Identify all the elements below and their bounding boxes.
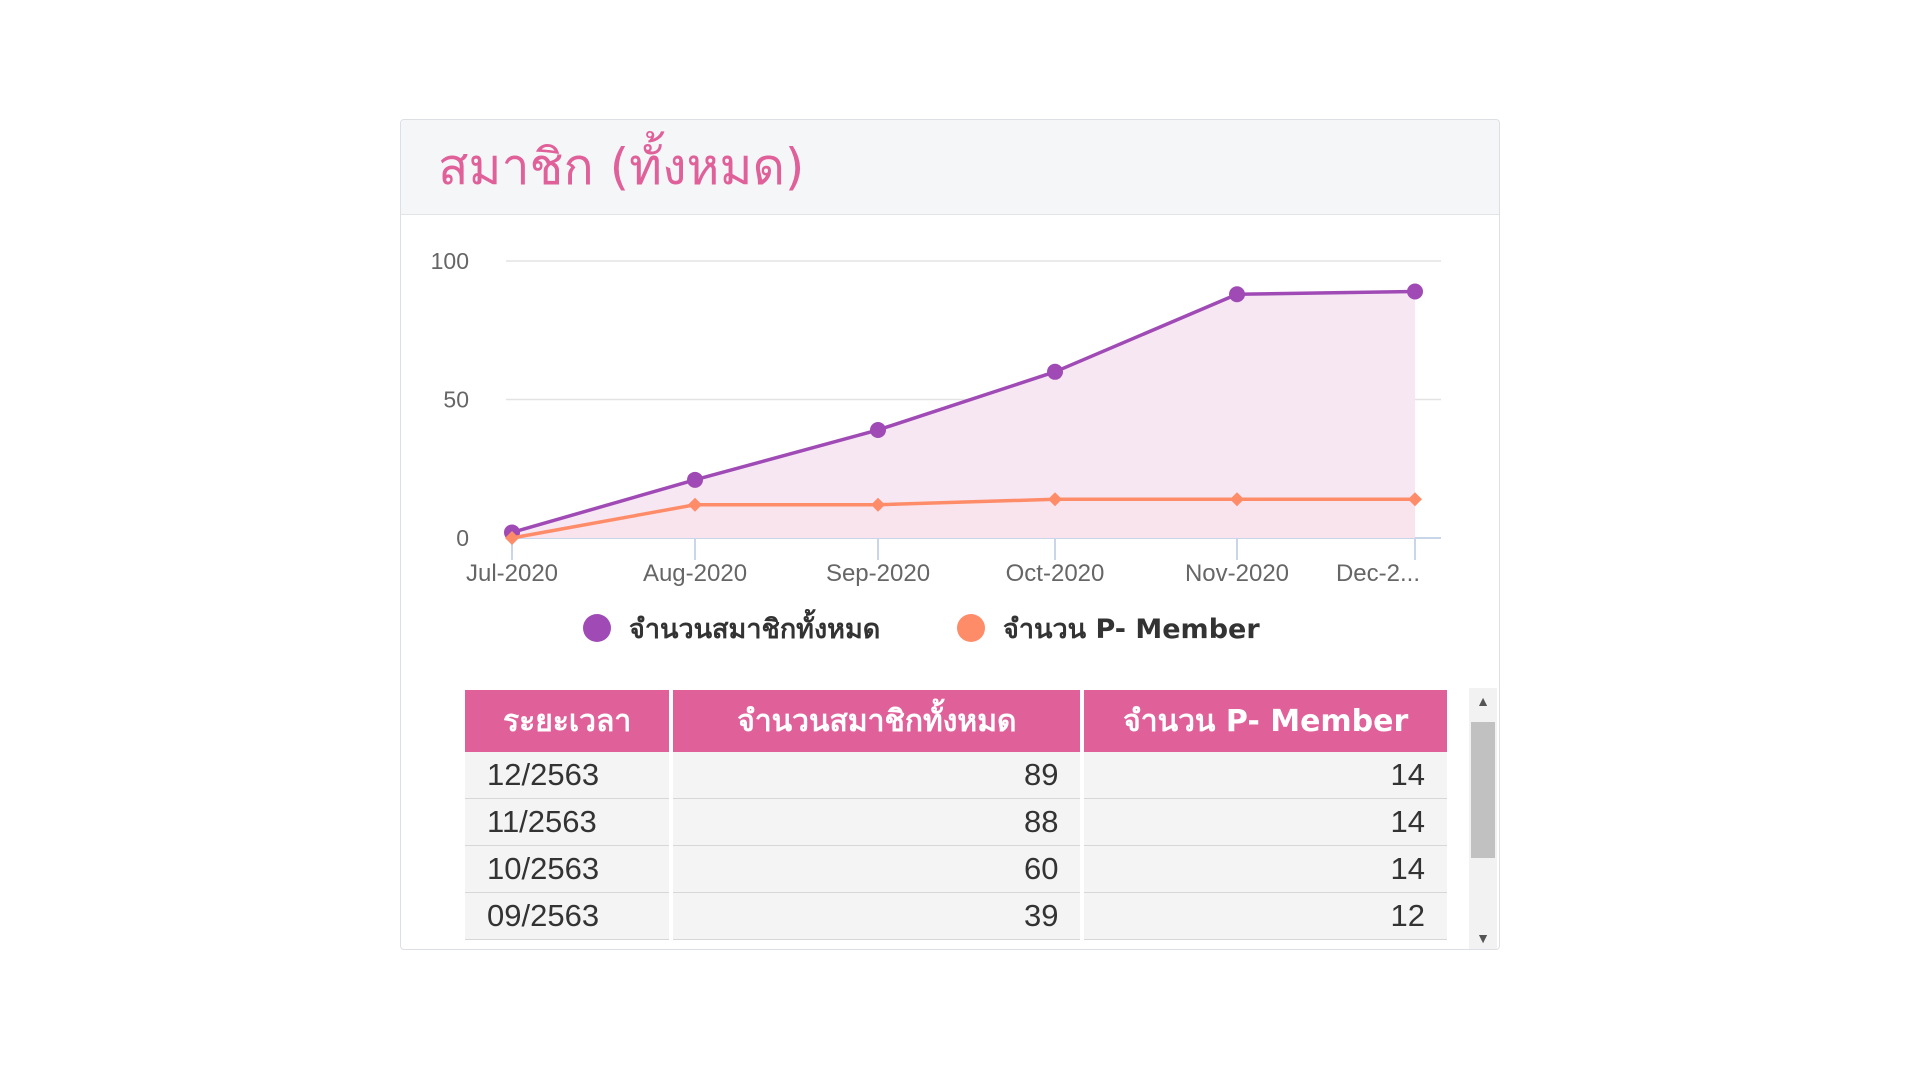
cell-total-members: 39	[673, 893, 1081, 940]
table-row: 10/2563 60 14	[465, 846, 1447, 893]
x-tick-label: Oct-2020	[1006, 560, 1105, 587]
data-point	[1047, 363, 1063, 380]
card-title: สมาชิก (ทั้งหมด)	[438, 138, 805, 196]
scroll-up-icon[interactable]: ▲	[1476, 693, 1490, 709]
data-point	[505, 531, 519, 545]
members-line-chart: 0 50 100 Jul-2020 Aug-2020 Sep-2020 Oct-2020 No…	[431, 248, 1441, 645]
scroll-down-icon[interactable]: ▼	[1476, 930, 1490, 946]
cell-p-member: 12	[1084, 893, 1447, 940]
y-tick-label: 100	[431, 248, 469, 274]
series-area-1	[512, 499, 1415, 538]
cell-p-member: 14	[1084, 752, 1447, 799]
table-row: 09/2563 39 12	[465, 893, 1447, 940]
data-point	[870, 421, 886, 438]
table-row: 12/2563 89 14	[465, 752, 1447, 799]
x-tick-label: Nov-2020	[1185, 560, 1289, 587]
header-period[interactable]: ระยะเวลา	[465, 690, 670, 752]
header-total-members[interactable]: จำนวนสมาชิกทั้งหมด	[673, 690, 1081, 752]
cell-total-members: 88	[673, 799, 1081, 846]
data-point	[1230, 492, 1244, 507]
y-tick-label: 0	[456, 525, 469, 551]
legend-marker	[583, 614, 611, 642]
series-area-0	[512, 291, 1415, 538]
series-line-1	[511, 497, 1415, 540]
x-tick-label: Aug-2020	[643, 560, 747, 587]
header-p-member[interactable]: จำนวน P- Member	[1084, 690, 1447, 752]
data-point	[687, 471, 703, 488]
y-tick-label: 50	[443, 387, 469, 413]
table-row: 11/2563 88 14	[465, 799, 1447, 846]
cell-period: 09/2563	[465, 893, 670, 940]
card-header: สมาชิก (ทั้งหมด)	[401, 120, 1499, 215]
scroll-thumb[interactable]	[1471, 722, 1495, 858]
data-point	[688, 497, 702, 512]
data-point	[871, 497, 885, 512]
cell-period: 11/2563	[465, 799, 670, 846]
legend-label: จำนวนสมาชิกทั้งหมด	[629, 608, 880, 645]
members-table: ระยะเวลา จำนวนสมาชิกทั้งหมด จำนวน P- Mem…	[465, 690, 1451, 940]
x-tick-label: Jul-2020	[466, 560, 558, 587]
data-point	[1408, 492, 1422, 507]
x-tick-label: Sep-2020	[826, 560, 930, 587]
legend-marker	[957, 614, 985, 642]
table-header-row: ระยะเวลา จำนวนสมาชิกทั้งหมด จำนวน P- Mem…	[465, 690, 1447, 752]
cell-p-member: 14	[1084, 799, 1447, 846]
legend-label: จำนวน P- Member	[1003, 614, 1260, 645]
members-card: สมาชิก (ทั้งหมด) 0 50 100 Jul-2020 Aug-2020 S…	[400, 119, 1500, 950]
cell-total-members: 60	[673, 846, 1081, 893]
cell-total-members: 89	[673, 752, 1081, 799]
data-point	[1229, 286, 1245, 303]
cell-period: 10/2563	[465, 846, 670, 893]
cell-period: 12/2563	[465, 752, 670, 799]
cell-p-member: 14	[1084, 846, 1447, 893]
data-point	[1407, 283, 1423, 300]
data-point	[1048, 492, 1062, 507]
x-tick-label: Dec-2...	[1336, 560, 1420, 587]
series-line-0	[511, 289, 1416, 535]
members-table-container: ระยะเวลา จำนวนสมาชิกทั้งหมด จำนวน P- Mem…	[465, 690, 1451, 949]
table-scrollbar[interactable]: ▲ ▼	[1469, 688, 1497, 949]
